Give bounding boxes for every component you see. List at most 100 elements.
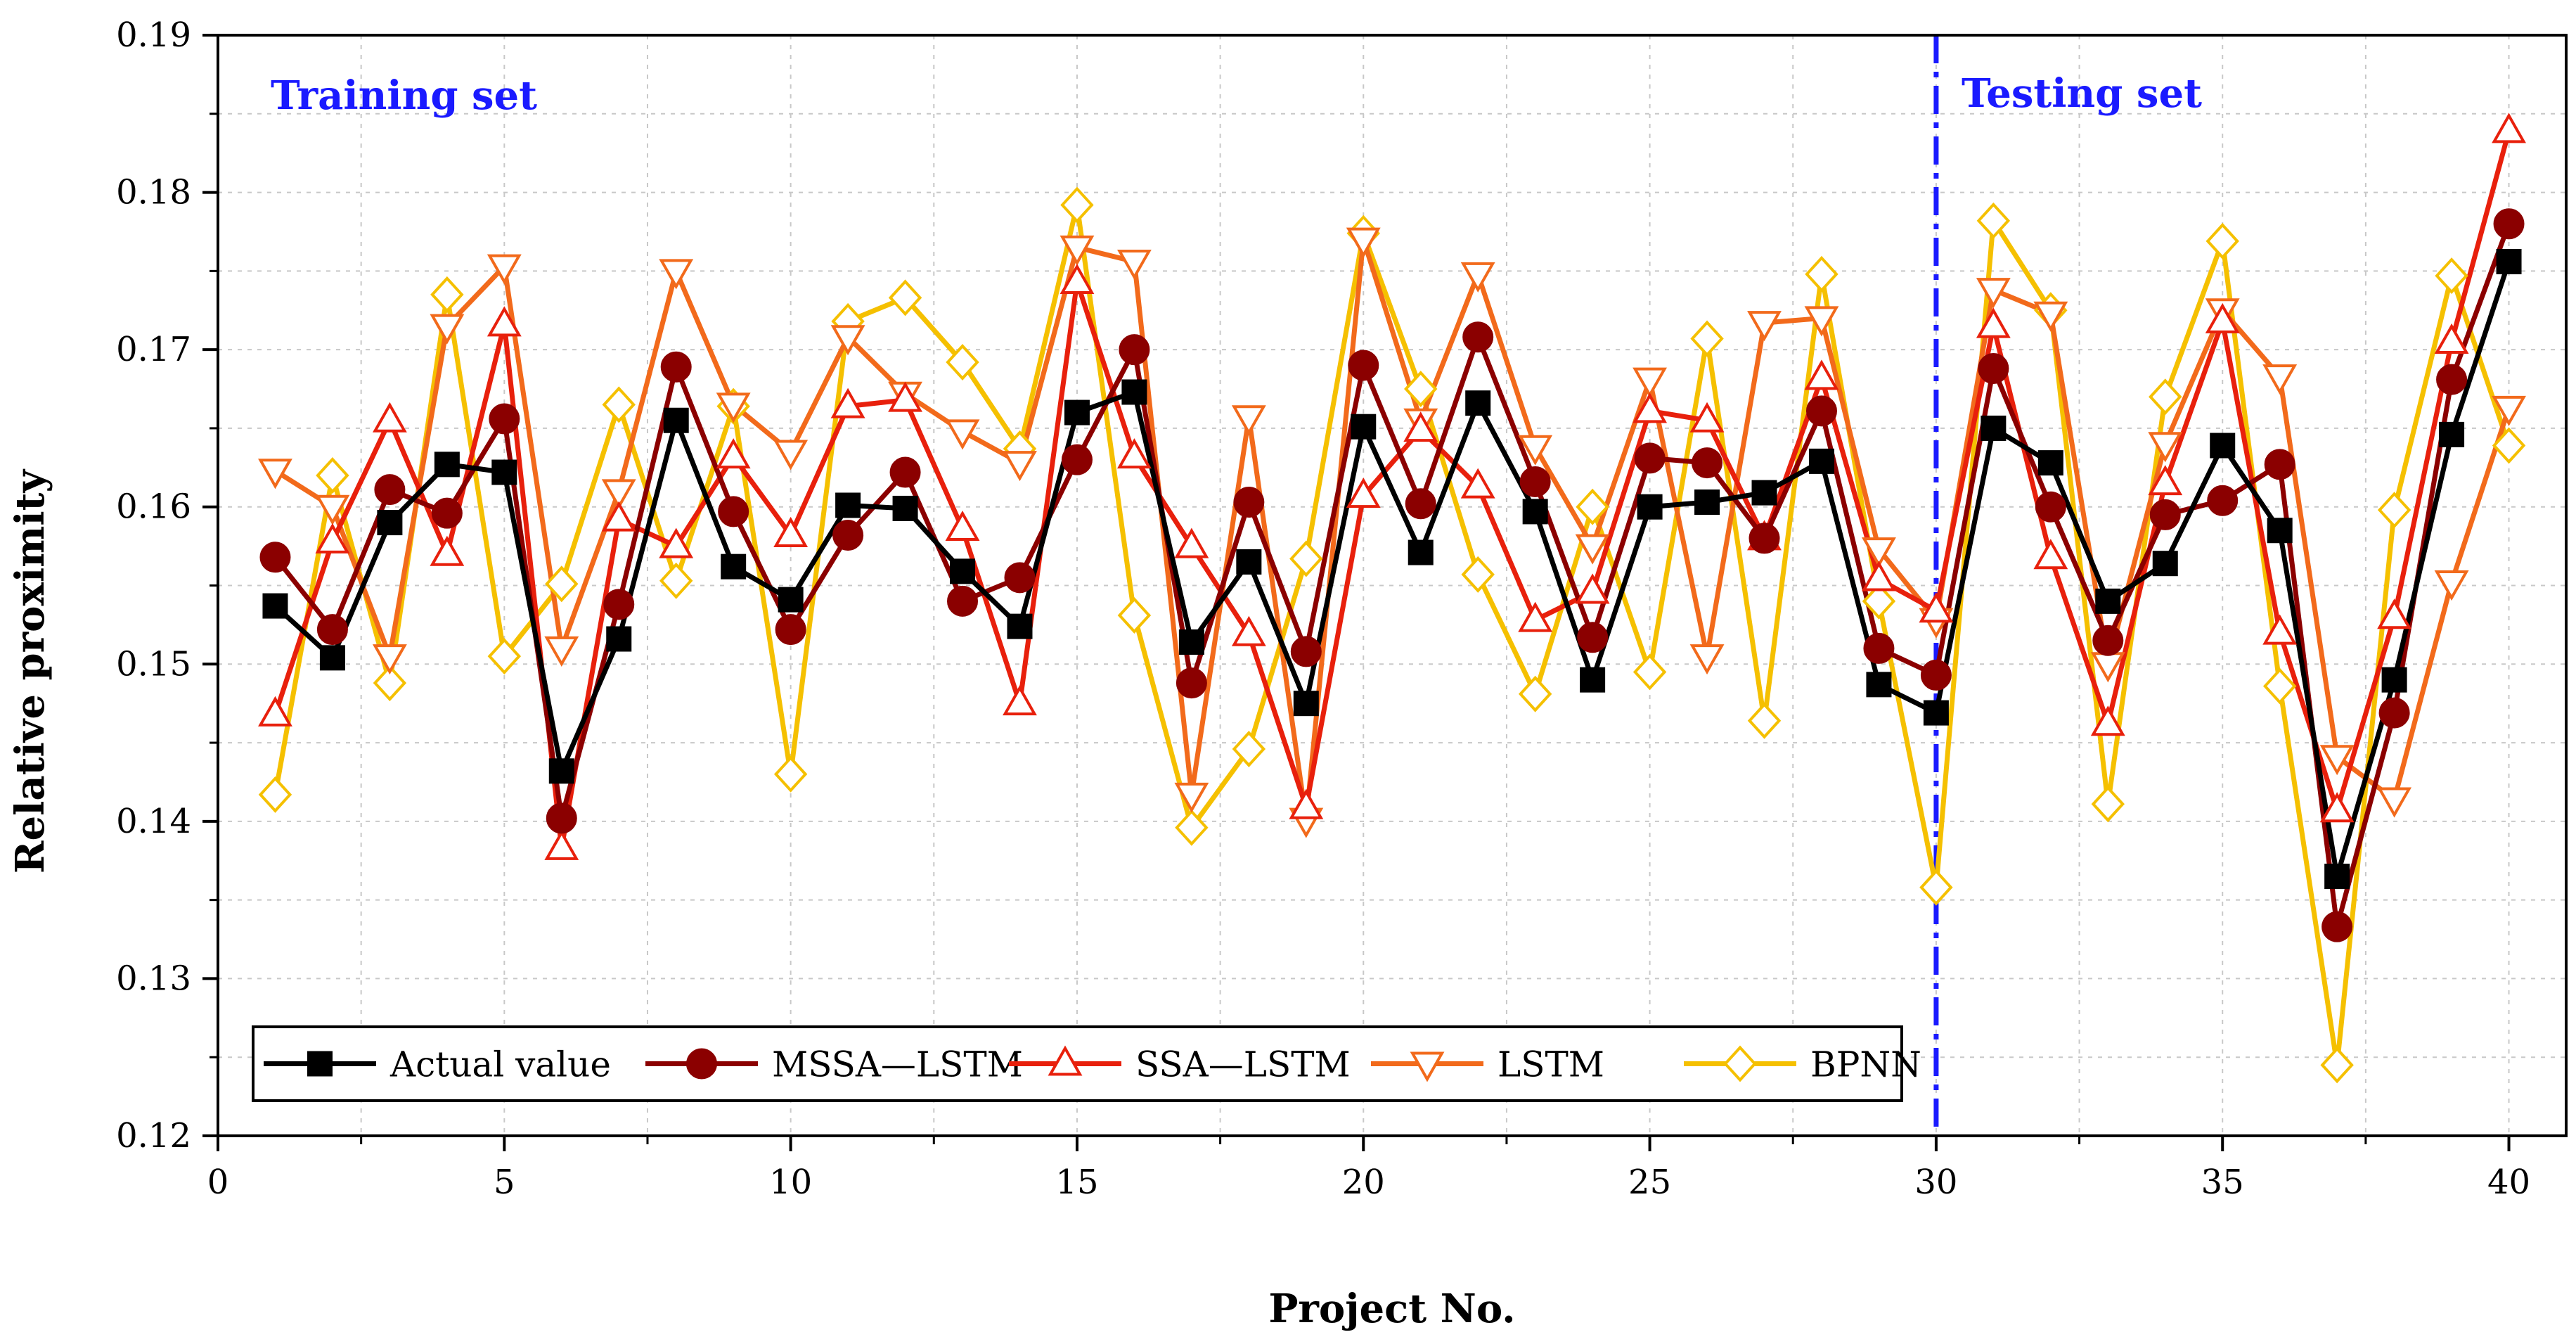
data-point: [491, 459, 517, 485]
data-point: [1403, 411, 1438, 442]
data-point: [544, 829, 579, 860]
data-point: [316, 457, 349, 494]
data-point: [1690, 320, 1724, 357]
x-tick-label: 5: [494, 1163, 515, 1202]
data-point: [1348, 350, 1379, 381]
data-point: [487, 638, 522, 675]
data-point: [1981, 415, 2007, 441]
data-point: [2324, 864, 2350, 890]
data-point: [773, 755, 808, 793]
data-point: [2434, 323, 2469, 354]
data-point: [1919, 869, 1953, 906]
data-point: [1804, 306, 1839, 337]
data-point: [2492, 427, 2526, 464]
data-point: [258, 459, 292, 489]
data-point: [1694, 489, 1720, 516]
data-point: [431, 497, 463, 529]
data-point: [1351, 414, 1377, 440]
data-point: [1408, 539, 1434, 565]
data-point: [1863, 632, 1895, 664]
data-point: [1923, 700, 1949, 726]
data-point: [1174, 782, 1209, 813]
data-point: [1465, 390, 1491, 416]
y-tick-label: 0.17: [116, 330, 191, 369]
data-point: [659, 527, 694, 558]
data-point: [1003, 685, 1037, 716]
y-tick-label: 0.14: [116, 802, 191, 841]
data-point: [2378, 697, 2410, 729]
data-point: [1692, 447, 1723, 479]
data-point: [1576, 488, 1609, 525]
data-point: [2095, 588, 2121, 614]
data-point: [489, 403, 520, 435]
x-tick-label: 20: [1342, 1163, 1385, 1202]
data-point: [1632, 392, 1668, 423]
data-point: [1862, 537, 1896, 568]
data-point: [601, 479, 636, 510]
data-point: [1064, 399, 1090, 425]
data-point: [2207, 485, 2239, 516]
testing-set-label: Testing set: [1962, 70, 2202, 117]
y-tick-label: 0.12: [116, 1116, 191, 1156]
data-point: [1116, 249, 1152, 280]
data-point: [2037, 450, 2063, 476]
data-point: [659, 562, 693, 599]
data-point: [546, 802, 577, 834]
legend-marker: [686, 1048, 717, 1080]
data-point: [606, 626, 632, 652]
data-point: [258, 696, 292, 727]
data-point: [2321, 911, 2353, 942]
data-point: [660, 351, 692, 383]
data-point: [1404, 371, 1438, 408]
data-point: [946, 344, 979, 380]
data-point: [1518, 435, 1553, 466]
y-tick-label: 0.16: [116, 487, 191, 527]
data-point: [1231, 615, 1266, 646]
data-point: [889, 456, 921, 488]
data-point: [1976, 307, 2011, 338]
data-point: [258, 776, 292, 813]
data-point: [1121, 379, 1147, 405]
data-point: [2319, 792, 2355, 823]
data-point: [1117, 597, 1152, 634]
data-point: [487, 306, 522, 337]
data-point: [2148, 432, 2183, 463]
data-point: [950, 558, 976, 584]
data-point: [773, 516, 809, 547]
data-point: [603, 589, 635, 620]
data-point: [1862, 561, 1896, 591]
data-point: [2496, 248, 2522, 274]
data-point: [1346, 478, 1381, 508]
x-tick-labels: 0 5 10 15 20 25 30 35 40: [207, 1163, 2530, 1202]
data-point: [430, 535, 465, 566]
y-tick-label: 0.15: [116, 644, 191, 684]
data-point: [1805, 395, 1837, 427]
data-point: [372, 644, 407, 675]
data-point: [374, 474, 406, 506]
data-point: [545, 565, 579, 603]
data-point: [1060, 186, 1094, 224]
data-point: [1461, 556, 1495, 593]
data-point: [1060, 263, 1095, 295]
data-point: [377, 510, 403, 536]
data-point: [947, 585, 979, 617]
data-point: [602, 386, 636, 423]
series-markers: [258, 113, 2526, 1084]
data-point: [1233, 487, 1265, 518]
data-point: [430, 314, 465, 345]
data-point: [1176, 667, 1207, 699]
data-point: [2033, 301, 2068, 332]
axis-ticks: [202, 34, 2511, 1151]
data-point: [832, 519, 864, 551]
data-point: [259, 542, 291, 573]
data-point: [1976, 278, 2011, 309]
data-point: [1405, 488, 1436, 520]
data-point: [1919, 592, 1954, 623]
data-point: [2439, 421, 2465, 447]
data-point: [716, 392, 751, 423]
legend-marker: [1410, 1051, 1445, 1082]
data-point: [1060, 235, 1095, 266]
data-point: [1004, 562, 1036, 594]
data-point: [2262, 364, 2298, 395]
